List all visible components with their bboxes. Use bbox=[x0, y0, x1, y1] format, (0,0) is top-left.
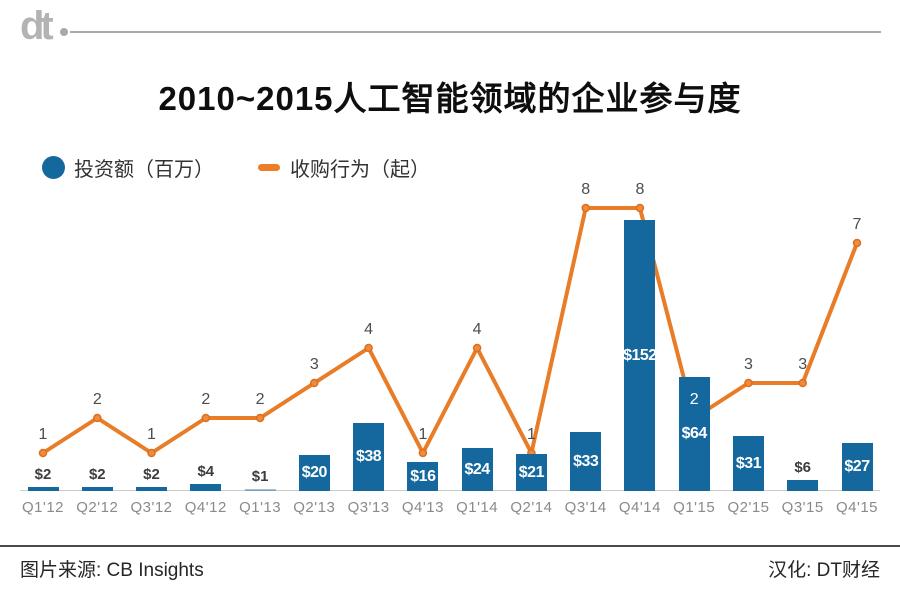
bar-q1-15 bbox=[678, 377, 710, 491]
x-tick-label: Q2'12 bbox=[76, 499, 119, 516]
line-value-label: 1 bbox=[38, 426, 48, 443]
bar-value-label: $21 bbox=[518, 463, 545, 481]
line-value-label: 2 bbox=[92, 391, 102, 408]
bar-value-label: $20 bbox=[301, 464, 328, 481]
x-tick-label: Q4'14 bbox=[618, 499, 661, 516]
line-series-marker-icon bbox=[258, 164, 280, 171]
line-value-label: 3 bbox=[798, 356, 808, 373]
legend: 投资额（百万） 收购行为（起） bbox=[42, 153, 430, 182]
x-tick-label: Q3'12 bbox=[130, 499, 173, 516]
x-tick-label: Q3'15 bbox=[781, 499, 824, 516]
bar-value-label: $27 bbox=[844, 458, 870, 475]
bar-q3-12 bbox=[136, 487, 167, 491]
x-tick-label: Q4'12 bbox=[184, 499, 227, 516]
bar-q4-12 bbox=[190, 484, 222, 491]
x-tick-label: Q1'15 bbox=[673, 499, 716, 516]
top-divider bbox=[70, 31, 881, 33]
x-tick-label: Q3'14 bbox=[564, 499, 607, 516]
source-credit: 图片来源: CB Insights bbox=[20, 560, 204, 581]
chart-title: 2010~2015人工智能领域的企业参与度 bbox=[158, 80, 742, 117]
line-point-marker bbox=[798, 378, 807, 388]
line-value-label: 1 bbox=[147, 426, 156, 443]
line-value-label: 8 bbox=[635, 181, 645, 198]
bar-value-label: $24 bbox=[464, 460, 490, 478]
bar-q3-15 bbox=[787, 480, 819, 491]
line-point-marker bbox=[201, 413, 211, 423]
logo-dot-icon bbox=[60, 28, 68, 36]
bar-q3-14 bbox=[570, 432, 602, 491]
line-value-label: 3 bbox=[309, 356, 319, 373]
line-value-label: 4 bbox=[472, 321, 482, 338]
x-tick-label: Q3'13 bbox=[347, 499, 390, 516]
bar-q3-13 bbox=[353, 423, 385, 491]
bar-q2-15 bbox=[733, 436, 764, 491]
translation-credit: 汉化: DT财经 bbox=[768, 560, 880, 581]
x-tick-label: Q4'13 bbox=[401, 499, 444, 516]
bar-value-label: $2 bbox=[34, 466, 52, 483]
dt-logo: dt bbox=[20, 4, 54, 48]
bar-value-label: $38 bbox=[355, 448, 382, 465]
x-tick-label: Q1'14 bbox=[456, 499, 499, 516]
line-point-marker bbox=[93, 413, 102, 423]
bar-q2-13 bbox=[298, 455, 330, 491]
bar-value-label: $16 bbox=[410, 467, 436, 485]
bar-value-label: $64 bbox=[681, 425, 708, 442]
line-value-label: 2 bbox=[255, 391, 265, 408]
bar-q4-13 bbox=[407, 462, 439, 491]
bar-value-label: $31 bbox=[735, 454, 762, 472]
bar-q1-14 bbox=[461, 448, 493, 491]
bar-q4-14 bbox=[624, 220, 656, 491]
line-value-label: 2 bbox=[201, 391, 211, 408]
bar-value-label: $4 bbox=[197, 463, 215, 480]
line-value-label: 8 bbox=[581, 181, 591, 198]
x-tick-label: Q1'13 bbox=[239, 499, 282, 516]
line-value-label: 4 bbox=[364, 321, 374, 338]
footer-divider bbox=[0, 545, 900, 547]
bar-value-label: $152 bbox=[623, 346, 657, 364]
line-value-label: 3 bbox=[744, 356, 753, 373]
x-tick-label: Q2'13 bbox=[293, 499, 336, 516]
bar-value-label: $1 bbox=[251, 468, 269, 485]
bar-q1-13 bbox=[244, 489, 276, 491]
line-value-label: 7 bbox=[852, 216, 862, 233]
line-point-marker bbox=[418, 448, 428, 458]
x-tick-label: Q2'14 bbox=[510, 499, 553, 516]
bar-q2-12 bbox=[81, 487, 113, 491]
legend-label-acquisition: 收购行为（起） bbox=[290, 159, 430, 181]
line-point-marker bbox=[310, 378, 319, 388]
bar-q4-15 bbox=[841, 443, 873, 491]
line-point-marker bbox=[581, 203, 590, 213]
line-value-label: 1 bbox=[418, 426, 428, 443]
line-point-marker bbox=[255, 413, 265, 423]
footer: 图片来源: CB Insights 汉化: DT财经 bbox=[20, 555, 880, 582]
line-point-marker bbox=[364, 343, 373, 353]
line-point-marker bbox=[38, 448, 48, 458]
x-axis-line bbox=[20, 490, 880, 491]
x-tick-label: Q2'15 bbox=[727, 499, 770, 516]
line-value-label: 2 bbox=[689, 391, 699, 408]
x-tick-label: Q4'15 bbox=[835, 499, 879, 516]
bar-q1-12 bbox=[27, 487, 59, 491]
bar-value-label: $2 bbox=[143, 466, 160, 483]
legend-item-acquisition: 收购行为（起） bbox=[258, 153, 430, 182]
line-value-label: 1 bbox=[526, 426, 536, 443]
bar-series-marker-icon bbox=[42, 156, 65, 179]
bar-value-label: $6 bbox=[794, 459, 812, 476]
bar-q2-14 bbox=[515, 454, 547, 491]
bar-value-label: $33 bbox=[573, 452, 599, 470]
line-point-marker bbox=[852, 238, 862, 248]
line-point-marker bbox=[635, 203, 645, 213]
bar-value-label: $2 bbox=[88, 466, 106, 483]
x-tick-label: Q1'12 bbox=[21, 499, 65, 516]
line-point-marker bbox=[472, 343, 482, 353]
line-point-marker bbox=[744, 378, 753, 388]
line-point-marker bbox=[147, 448, 156, 458]
legend-label-investment: 投资额（百万） bbox=[74, 159, 214, 181]
legend-item-investment: 投资额（百万） bbox=[42, 153, 214, 182]
